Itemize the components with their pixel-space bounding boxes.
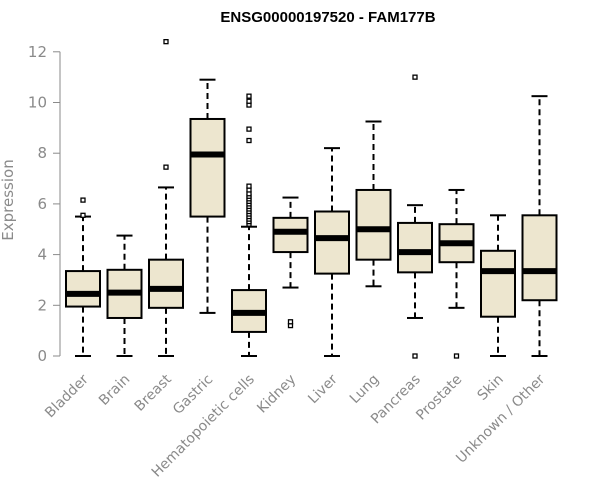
- box-iqr: [355, 188, 392, 261]
- chart-title: ENSG00000197520 - FAM177B: [220, 9, 435, 26]
- outlier-point: [246, 93, 252, 99]
- x-label-bladder: Bladder: [42, 371, 92, 421]
- outlier-point: [163, 164, 169, 170]
- box-bladder: [65, 197, 101, 357]
- box-prostate: [438, 188, 475, 359]
- x-label-brain: Brain: [96, 372, 133, 409]
- box-iqr: [314, 210, 350, 275]
- box-brain: [106, 234, 143, 357]
- y-tick-label-2: 2: [37, 296, 47, 314]
- outlier-point: [163, 39, 169, 45]
- box-breast: [148, 39, 184, 357]
- box-hematopoietic-cells: [231, 93, 267, 357]
- x-label-breast: Breast: [132, 371, 176, 415]
- y-tick-label-6: 6: [37, 195, 47, 213]
- y-tick-label-4: 4: [37, 246, 47, 264]
- outlier-point: [412, 353, 418, 359]
- box-skin: [480, 214, 516, 357]
- boxes-group: [65, 39, 558, 359]
- y-tick-label-12: 12: [28, 43, 47, 61]
- outlier-point: [453, 353, 460, 359]
- box-unknown-other: [521, 95, 558, 357]
- box-lung: [355, 120, 392, 288]
- outlier-point: [246, 183, 252, 189]
- x-label-prostate: Prostate: [413, 372, 465, 424]
- box-gastric: [189, 78, 226, 314]
- box-iqr: [189, 117, 226, 218]
- box-iqr: [397, 221, 433, 274]
- box-iqr: [272, 216, 309, 254]
- box-kidney: [272, 196, 309, 329]
- outlier-point: [287, 319, 294, 325]
- x-label-skin: Skin: [474, 372, 506, 404]
- outlier-point: [80, 197, 86, 203]
- outlier-point: [246, 126, 252, 132]
- x-label-kidney: Kidney: [254, 372, 299, 417]
- box-iqr: [65, 270, 101, 308]
- x-label-lung: Lung: [347, 372, 382, 407]
- box-iqr: [148, 258, 184, 309]
- box-iqr: [480, 249, 516, 318]
- box-liver: [314, 147, 350, 357]
- x-label-liver: Liver: [305, 371, 341, 407]
- y-tick-label-0: 0: [37, 347, 47, 365]
- outlier-point: [412, 74, 418, 80]
- box-iqr: [521, 214, 558, 302]
- y-tick-label-8: 8: [37, 144, 47, 162]
- y-axis: 0 2 4 6 8 10 12: [28, 43, 61, 365]
- outlier-point: [246, 137, 252, 144]
- outlier-point: [80, 212, 86, 218]
- box-pancreas: [397, 74, 433, 359]
- outlier-point: [246, 98, 252, 104]
- y-tick-label-10: 10: [28, 94, 47, 112]
- y-axis-title: Expression: [0, 159, 17, 240]
